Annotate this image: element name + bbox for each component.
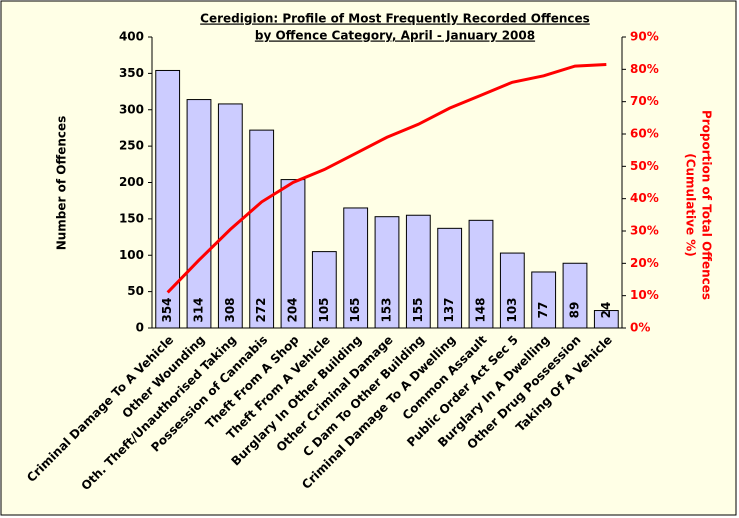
y-tick-label: 0 xyxy=(136,321,144,335)
y2-axis-title: (Cumulative %) xyxy=(684,153,698,257)
bar-value-label: 89 xyxy=(568,302,582,319)
y2-tick-label: 50% xyxy=(630,159,659,173)
bar xyxy=(155,69,181,329)
y-tick-label: 100 xyxy=(119,248,144,262)
y-tick-label: 50 xyxy=(127,284,144,298)
y-tick-label: 200 xyxy=(119,175,144,189)
bar-value-label: 204 xyxy=(286,297,300,322)
y2-tick-label: 60% xyxy=(630,127,659,141)
bar-value-label: 137 xyxy=(442,297,456,322)
y2-tick-label: 40% xyxy=(630,191,659,205)
y-tick-label: 400 xyxy=(119,30,144,44)
bar-value-label: 77 xyxy=(536,302,550,319)
y-tick-label: 350 xyxy=(119,66,144,80)
y2-tick-label: 0% xyxy=(630,321,650,335)
bar-value-label: 24 xyxy=(599,302,613,319)
y2-axis-title: Proportion of Total Offences xyxy=(700,110,714,300)
bar-value-label: 103 xyxy=(505,297,519,322)
bar-value-label: 153 xyxy=(380,297,394,322)
bar-value-label: 148 xyxy=(474,297,488,322)
cumulative-line xyxy=(166,62,607,294)
bar-value-label: 165 xyxy=(348,297,362,322)
y-tick-label: 150 xyxy=(119,211,144,225)
bar xyxy=(531,271,557,329)
chart-title: by Offence Category, April - January 200… xyxy=(255,29,535,43)
y2-tick-label: 80% xyxy=(630,62,659,76)
bar xyxy=(217,103,243,329)
y2-tick-label: 90% xyxy=(630,30,659,44)
y-tick-label: 300 xyxy=(119,102,144,116)
y2-tick-label: 30% xyxy=(630,224,659,238)
bar-value-label: 105 xyxy=(317,297,331,322)
y2-tick-label: 20% xyxy=(630,256,659,270)
bar-value-label: 354 xyxy=(160,297,174,322)
chart-title: Ceredigion: Profile of Most Frequently R… xyxy=(200,12,590,26)
y2-tick-label: 10% xyxy=(630,288,659,302)
bar-value-label: 155 xyxy=(411,297,425,322)
y2-tick-label: 70% xyxy=(630,94,659,108)
y-axis-title: Number of Offences xyxy=(55,116,69,251)
bar-value-label: 314 xyxy=(192,297,206,322)
bar-value-label: 272 xyxy=(254,297,268,322)
bar xyxy=(186,99,212,329)
y-tick-label: 250 xyxy=(119,139,144,153)
bar-value-label: 308 xyxy=(223,297,237,322)
